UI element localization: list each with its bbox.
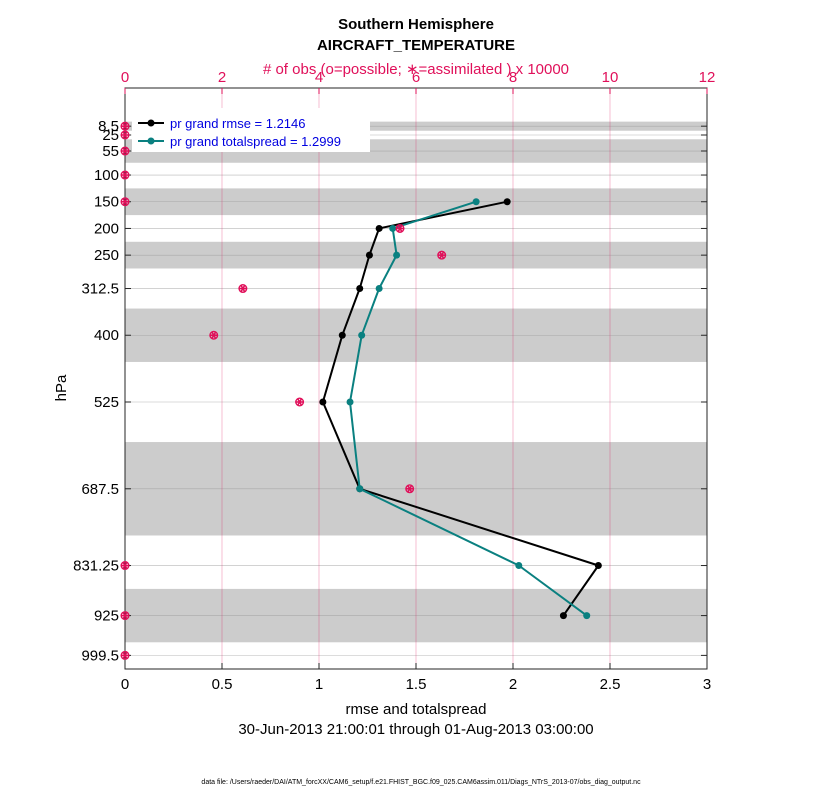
legend: pr grand rmse = 1.2146 pr grand totalspr… xyxy=(132,108,370,152)
obs-assimilated-10-2 xyxy=(406,484,413,493)
series-1-point-3 xyxy=(375,285,383,293)
x-tick-label-1: 0.5 xyxy=(212,676,233,693)
y-tick-label-3: 100 xyxy=(94,167,119,184)
y-tick-label-0: 8.5 xyxy=(98,118,119,135)
data-file-footer: data file: /Users/raeder/DAI/ATM_forcXX/… xyxy=(201,779,641,786)
y-tick-label-7: 312.5 xyxy=(81,281,119,298)
y-tick-label-12: 925 xyxy=(94,608,119,625)
series-1-point-6 xyxy=(356,485,364,493)
top-axis-label: # of obs (o=possible; ∗=assimilated ) x … xyxy=(263,61,569,78)
x-tick-label-4: 2 xyxy=(509,676,517,693)
obs-marker-9 xyxy=(295,397,305,407)
y-tick-label-10: 687.5 xyxy=(81,481,119,498)
obs-marker-4 xyxy=(120,197,130,207)
series-0-point-7 xyxy=(594,562,602,570)
series-0-point-1 xyxy=(375,224,383,232)
series-1-point-5 xyxy=(346,398,354,406)
obs-assimilated-5-2 xyxy=(397,224,403,233)
y-tick-label-13: 999.5 xyxy=(81,647,119,664)
top-tick-label-0: 0 xyxy=(121,69,129,86)
obs-assimilated-7-2 xyxy=(240,284,246,293)
y-tick-label-2: 55 xyxy=(102,143,119,160)
obs-assimilated-12-2 xyxy=(122,611,128,620)
data-series xyxy=(319,198,602,620)
x-tick-label-3: 1.5 xyxy=(406,676,427,693)
grid-lines xyxy=(124,88,708,669)
series-1-point-4 xyxy=(358,331,366,339)
legend-rmse-marker xyxy=(147,119,155,127)
top-tick-label-4: 8 xyxy=(509,69,517,86)
y-axis-label: hPa xyxy=(53,374,70,401)
y-tick-label-11: 831.25 xyxy=(73,558,119,575)
obs-assimilated-13-2 xyxy=(122,651,128,660)
obs-count-markers xyxy=(120,121,447,660)
series-1-point-0 xyxy=(472,198,480,206)
y-tick-label-4: 150 xyxy=(94,194,119,211)
top-tick-label-3: 6 xyxy=(412,69,420,86)
series-0-point-2 xyxy=(365,251,373,259)
obs-assimilated-1-2 xyxy=(122,130,128,140)
y-tick-label-9: 525 xyxy=(94,394,119,411)
obs-marker-3 xyxy=(120,170,130,180)
obs-marker-5 xyxy=(395,223,405,233)
obs-marker-7 xyxy=(238,284,248,294)
top-tick-label-1: 2 xyxy=(218,69,226,86)
x-tick-label-6: 3 xyxy=(703,676,711,693)
y-tick-label-6: 250 xyxy=(94,247,119,264)
obs-assimilated-2-2 xyxy=(122,146,128,156)
obs-marker-2 xyxy=(120,146,130,156)
series-0-point-8 xyxy=(559,612,567,620)
x-tick-label-0: 0 xyxy=(121,676,129,693)
top-tick-label-5: 10 xyxy=(602,69,619,86)
series-0-point-5 xyxy=(319,398,327,406)
series-0-point-4 xyxy=(338,331,346,339)
obs-assimilated-3-2 xyxy=(122,171,128,180)
series-0-point-0 xyxy=(503,198,511,206)
series-1-point-8 xyxy=(583,612,591,620)
obs-assimilated-8-2 xyxy=(210,331,217,340)
obs-marker-8 xyxy=(209,330,219,340)
obs-assimilated-4-2 xyxy=(122,197,128,206)
y-tick-label-8: 400 xyxy=(94,327,119,344)
chart-title: Southern Hemisphere xyxy=(338,16,494,33)
date-range-label: 30-Jun-2013 21:00:01 through 01-Aug-2013… xyxy=(238,721,593,738)
obs-marker-1 xyxy=(120,130,130,140)
series-1-point-1 xyxy=(389,224,397,232)
x-tick-label-2: 1 xyxy=(315,676,323,693)
y-tick-label-1: 25 xyxy=(102,127,119,144)
legend-box xyxy=(132,108,370,152)
series-0-point-3 xyxy=(356,285,364,293)
obs-marker-6 xyxy=(437,250,447,260)
x-axis-label: rmse and totalspread xyxy=(346,701,487,718)
obs-assimilated-9-2 xyxy=(296,397,303,407)
obs-assimilated-0-2 xyxy=(122,122,128,131)
top-tick-label-6: 12 xyxy=(699,69,716,86)
obs-marker-0 xyxy=(120,121,130,131)
top-tick-label-2: 4 xyxy=(315,69,323,86)
legend-rmse-label: pr grand rmse = 1.2146 xyxy=(170,116,306,131)
series-1-point-7 xyxy=(515,562,523,570)
x-tick-label-5: 2.5 xyxy=(600,676,621,693)
legend-spread-label: pr grand totalspread = 1.2999 xyxy=(170,134,341,149)
obs-assimilated-11-2 xyxy=(122,561,128,570)
series-1-point-2 xyxy=(393,251,401,259)
obs-marker-11 xyxy=(120,561,130,571)
obs-marker-13 xyxy=(120,650,130,660)
legend-spread-marker xyxy=(147,137,155,145)
obs-marker-10 xyxy=(405,484,415,494)
y-tick-label-5: 200 xyxy=(94,220,119,237)
chart-subtitle: AIRCRAFT_TEMPERATURE xyxy=(317,37,515,54)
obs-marker-12 xyxy=(120,611,130,621)
obs-assimilated-6-2 xyxy=(438,251,445,260)
